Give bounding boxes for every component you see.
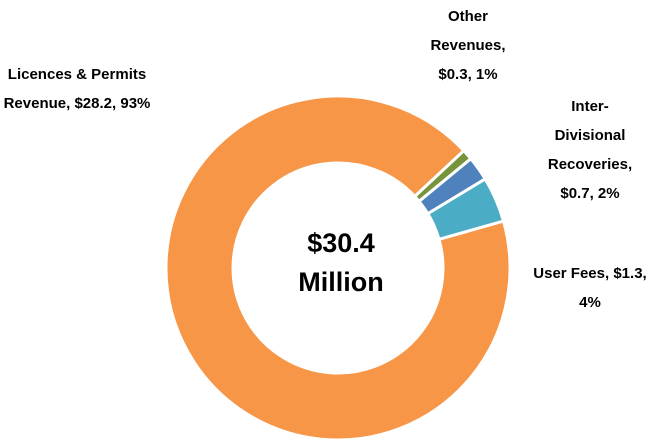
value-label: $0.7 [560,185,590,202]
donut-slice [412,148,473,204]
category-name: Inter-Divisional Recoveries [547,98,628,173]
value-label: $28.2 [74,95,113,112]
percent-label: 93% [120,95,151,112]
donut-slice [164,94,512,442]
slice-label: User Fees, $1.3, 4% [525,259,655,317]
category-name: Other Revenues [430,8,502,54]
slice-label: Inter-Divisional Recoveries, $0.7, 2% [540,92,640,208]
category-name: User Fees [533,265,605,282]
separator: , [605,265,614,282]
percent-label: 1% [475,66,498,83]
category-name: Licences & Permits Revenue [3,66,147,112]
slice-label: Other Revenues, $0.3, 1% [418,2,518,89]
separator: , [467,66,476,83]
slice-label: Licences & Permits Revenue, $28.2, 93% [0,60,162,118]
value-label: $0.3 [438,66,468,83]
percent-label: 4% [579,294,601,311]
donut-slice [425,176,506,242]
value-label: $1.3 [613,265,643,282]
center-label: $30.4 [307,228,375,258]
separator: , [642,265,647,282]
center-label: Million [298,267,383,297]
separator: , [501,37,506,54]
separator: , [112,95,121,112]
separator: , [66,95,75,112]
separator: , [627,156,633,173]
separator: , [589,185,598,202]
percent-label: 2% [597,185,620,202]
